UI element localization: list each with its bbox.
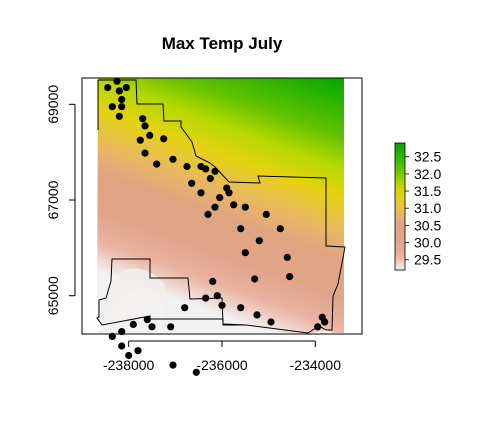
sample-point bbox=[237, 304, 245, 312]
y-tick-label: 65000 bbox=[45, 276, 61, 315]
sample-point bbox=[213, 292, 221, 300]
color-legend: 29.530.0 30.531.031.532.032.5 bbox=[394, 142, 441, 271]
sample-point bbox=[169, 361, 177, 369]
sample-point bbox=[118, 328, 126, 336]
sample-point bbox=[118, 342, 126, 350]
sample-point bbox=[230, 201, 238, 209]
legend-tick-label: 30.0 bbox=[414, 235, 441, 251]
sample-point bbox=[209, 277, 217, 285]
sample-point bbox=[283, 253, 291, 261]
study-area-boundary bbox=[96, 79, 346, 334]
sample-point bbox=[267, 318, 275, 326]
sample-point bbox=[115, 87, 123, 95]
sample-point bbox=[141, 122, 149, 130]
y-axis: 65000 67000 69000 bbox=[45, 85, 76, 315]
x-tick-label: -236000 bbox=[196, 357, 248, 373]
sample-point bbox=[181, 304, 189, 312]
sample-point bbox=[134, 347, 142, 355]
sample-point bbox=[153, 160, 161, 168]
sample-point bbox=[143, 316, 151, 324]
x-tick-label: -238000 bbox=[103, 357, 155, 373]
sample-point bbox=[183, 162, 191, 171]
sample-point bbox=[169, 155, 177, 163]
sample-point bbox=[113, 77, 121, 85]
sample-point bbox=[125, 351, 133, 360]
sample-point bbox=[216, 194, 224, 202]
sample-point bbox=[202, 165, 210, 173]
sample-point bbox=[237, 225, 245, 233]
sample-point bbox=[118, 95, 126, 104]
sample-point bbox=[211, 203, 219, 211]
sample-point bbox=[104, 84, 112, 92]
sample-point bbox=[255, 237, 263, 245]
sample-point bbox=[146, 131, 154, 139]
sample-point bbox=[251, 275, 259, 283]
sample-point bbox=[122, 84, 130, 92]
sample-point bbox=[253, 311, 261, 319]
sample-points bbox=[104, 77, 329, 376]
sample-point bbox=[197, 189, 205, 197]
sample-point bbox=[276, 225, 284, 233]
sample-point bbox=[206, 174, 214, 183]
sample-point bbox=[115, 112, 123, 120]
sample-point bbox=[188, 179, 196, 187]
legend-ticks: 29.530.0 30.531.031.532.032.5 bbox=[405, 149, 441, 268]
sample-point bbox=[286, 273, 294, 281]
chart-title: Max Temp July bbox=[162, 34, 283, 53]
sample-point bbox=[141, 149, 149, 157]
sample-point bbox=[211, 167, 219, 175]
plot-frame bbox=[81, 77, 363, 335]
raster-layer bbox=[97, 78, 344, 333]
sample-point bbox=[167, 323, 175, 331]
sample-point bbox=[108, 332, 116, 340]
sample-point bbox=[218, 301, 226, 309]
legend-tick-label: 32.5 bbox=[414, 149, 441, 165]
legend-tick-label: 32.0 bbox=[414, 166, 441, 182]
sample-point bbox=[108, 103, 116, 111]
sample-point bbox=[202, 294, 210, 302]
sample-point bbox=[204, 210, 212, 218]
sample-point bbox=[241, 249, 249, 257]
x-tick-label: -234000 bbox=[290, 357, 342, 373]
sample-point bbox=[118, 103, 126, 111]
sample-point bbox=[192, 368, 200, 376]
sample-point bbox=[262, 210, 270, 218]
x-axis: -238000 -236000 -234000 bbox=[103, 340, 342, 373]
sample-point bbox=[160, 135, 168, 143]
sample-point bbox=[136, 136, 144, 144]
sample-point bbox=[129, 320, 137, 328]
y-tick-label: 69000 bbox=[45, 85, 61, 124]
legend-tick-label: 29.5 bbox=[414, 252, 441, 268]
legend-tick-label: 31.0 bbox=[414, 200, 441, 216]
legend-colorbar bbox=[394, 142, 406, 271]
sample-point bbox=[148, 323, 156, 331]
sample-point bbox=[225, 189, 233, 197]
sample-point bbox=[321, 318, 329, 326]
sample-point bbox=[139, 115, 147, 123]
sample-point bbox=[314, 323, 322, 331]
sample-point bbox=[241, 203, 249, 211]
y-tick-label: 67000 bbox=[45, 180, 61, 219]
legend-tick-label: 31.5 bbox=[414, 183, 441, 199]
legend-tick-label: 30.5 bbox=[414, 217, 441, 233]
